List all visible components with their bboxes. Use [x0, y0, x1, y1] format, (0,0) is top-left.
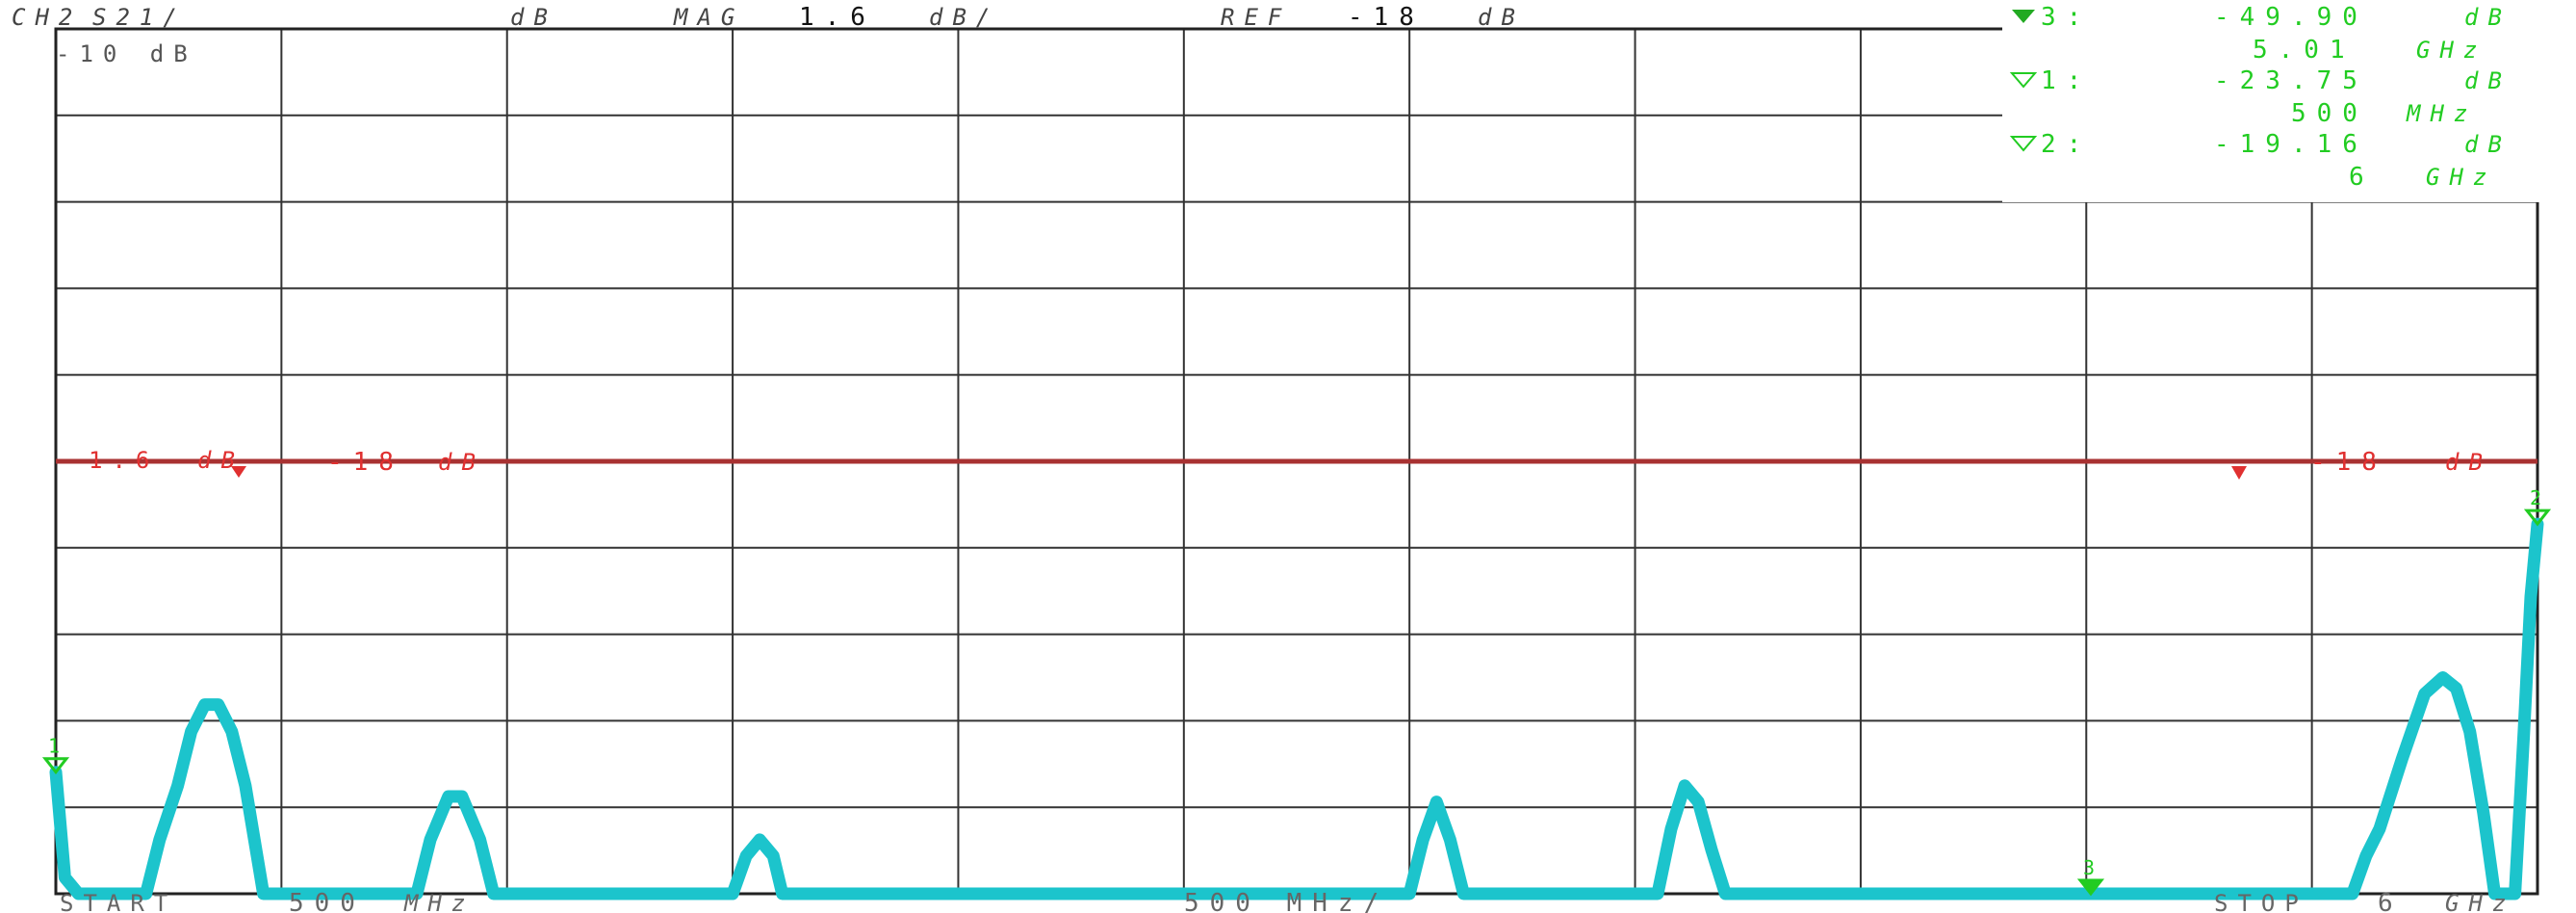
scale-value: 1.6 [799, 3, 876, 32]
top-scale-label: -10 dB [56, 40, 197, 67]
marker-2-label: 2: [2041, 130, 2092, 159]
mag-label: MAG [673, 4, 744, 31]
marker-3-filled-icon [2012, 10, 2035, 23]
start-unit: MHz [403, 890, 475, 913]
marker-3-icon [2076, 878, 2105, 897]
start-label: START [60, 890, 177, 913]
stop-value: 6 [2378, 889, 2404, 913]
marker-2-hollow-icon [2009, 136, 2038, 152]
format-unit-label: dB [510, 4, 557, 31]
trace-markers: 1 2 3 [41, 486, 2552, 897]
ref-value: -18 [1348, 3, 1425, 32]
ref-line-right-ref-unit: dB [2445, 449, 2492, 476]
marker-2-value: -19.16 [2214, 130, 2368, 159]
ref-label: REF [1221, 4, 1291, 31]
ref-unit: dB [1478, 4, 1525, 31]
marker-readout-box [2002, 0, 2541, 202]
marker-1-label: 1: [2041, 66, 2092, 95]
marker-readouts: 3: -49.90 dB 5.01 GHz 1: -23.75 dB 500 M… [2009, 3, 2512, 192]
channel-label: CH2 [12, 4, 82, 31]
scale-unit: dB/ [929, 4, 999, 31]
header: CH2 S21/ dB MAG 1.6 dB/ REF -18 dB -10 d… [12, 3, 1525, 67]
trace [49, 517, 2544, 900]
marker-3-label: 3: [2041, 3, 2092, 32]
marker-2-unit: dB [2464, 131, 2512, 158]
marker-2-freq-unit: GHz [2426, 164, 2496, 191]
marker-3-unit: dB [2464, 4, 2512, 31]
marker-1-tag: 1 [48, 735, 60, 758]
ref-line-right-ref: -18 [2310, 448, 2387, 477]
footer: START 500 MHz 500 MHz/ STOP 6 GHz [60, 889, 2515, 913]
marker-2-tag: 2 [2530, 486, 2541, 509]
ref-line-left-ref-unit: dB [438, 449, 485, 476]
span-per-division: 500 MHz/ [1184, 889, 1389, 913]
marker-3-freq-unit: GHz [2416, 37, 2486, 64]
ref-line-left-ref: -18 [327, 448, 404, 477]
marker-1-freq-unit: MHz [2406, 100, 2477, 127]
marker-2-icon [2523, 509, 2552, 527]
ref-line-scale-unit: dB [197, 447, 245, 474]
s21-trace-line [49, 517, 2544, 900]
ref-line-scale-value: 1.6 [89, 447, 159, 474]
ref-position-right-icon [2231, 466, 2247, 480]
marker-3-freq: 5.01 [2253, 36, 2356, 65]
marker-3-tag: 3 [2083, 856, 2095, 879]
parameter-label: S21/ [92, 4, 187, 31]
marker-1-unit: dB [2464, 67, 2512, 94]
stop-label: STOP [2214, 890, 2308, 913]
marker-1-value: -23.75 [2214, 66, 2368, 95]
start-value: 500 [289, 889, 366, 913]
marker-3-value: -49.90 [2214, 3, 2368, 32]
ref-position-left-icon [231, 466, 246, 478]
marker-1-hollow-icon [2009, 72, 2038, 89]
marker-1-freq: 500 [2291, 99, 2368, 128]
stop-unit: GHz [2445, 890, 2515, 913]
reference-line-labels: 1.6 dB -18 dB -18 dB [89, 447, 2492, 480]
marker-2-freq: 6 [2349, 163, 2375, 192]
marker-1-icon [41, 757, 70, 775]
